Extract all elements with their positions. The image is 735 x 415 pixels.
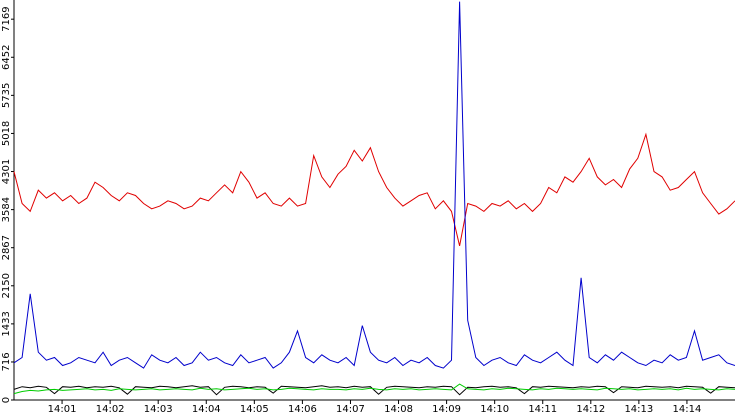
x-tick-label: 14:11 [528,404,557,415]
y-tick-label: 3584 [1,197,12,222]
y-tick-label: 0 [1,397,12,403]
x-tick-label: 14:06 [288,404,317,415]
x-tick-label: 14:04 [192,404,221,415]
x-tick-label: 14:08 [384,404,413,415]
x-tick-label: 14:14 [673,404,702,415]
series-line [13,385,735,396]
x-tick-label: 14:09 [432,404,461,415]
x-tick-label: 14:13 [624,404,653,415]
y-tick-label: 5735 [1,83,12,108]
x-tick-label: 14:10 [480,404,509,415]
series-line [13,1,735,369]
y-tick-label: 6452 [1,45,12,70]
y-tick-label: 2867 [1,235,12,260]
y-tick-label: 5018 [1,121,12,146]
x-tick-label: 14:01 [48,404,77,415]
y-tick-label: 2150 [1,273,12,298]
x-tick-label: 14:12 [576,404,605,415]
series-line [13,132,735,247]
y-tick-label: 7169 [1,6,12,31]
y-tick-label: 716 [1,352,12,371]
x-tick-label: 14:07 [336,404,365,415]
x-tick-label: 14:05 [240,404,269,415]
x-tick-label: 14:02 [96,404,125,415]
y-tick-label: 1433 [1,311,12,336]
x-tick-label: 14:03 [144,404,173,415]
y-tick-label: 4301 [1,159,12,184]
series-line [13,383,735,395]
